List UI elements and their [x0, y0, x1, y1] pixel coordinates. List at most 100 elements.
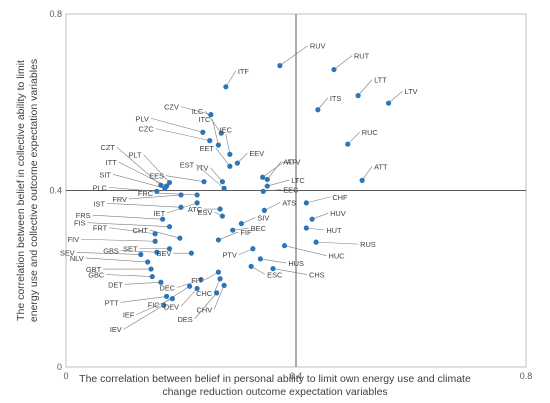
- leader-line: [165, 175, 205, 182]
- point-label: ESV: [198, 208, 213, 217]
- data-point: [154, 188, 160, 194]
- data-point: [260, 174, 266, 180]
- point-label: EET: [200, 144, 215, 153]
- data-point: [230, 227, 236, 233]
- point-label: DEV: [164, 302, 179, 311]
- leader-line: [316, 241, 359, 245]
- point-label: IST: [94, 199, 106, 208]
- leader-line: [150, 117, 203, 133]
- data-point: [152, 231, 158, 237]
- leader-line: [123, 304, 164, 330]
- leader-line: [232, 227, 249, 231]
- point-label: CZC: [139, 125, 155, 134]
- point-label: FIV: [68, 235, 80, 244]
- data-point: [359, 177, 365, 183]
- data-point: [194, 285, 200, 292]
- point-label: EST: [180, 160, 195, 169]
- leader-line: [311, 212, 329, 220]
- data-point: [218, 130, 224, 136]
- data-point: [331, 66, 337, 73]
- data-point: [385, 100, 392, 106]
- point-label: PLV: [135, 114, 148, 123]
- data-point: [145, 259, 151, 265]
- point-label: HUC: [329, 252, 346, 261]
- leader-line: [128, 194, 182, 200]
- point-label: HUV: [330, 209, 346, 218]
- leader-line: [272, 268, 308, 275]
- data-point: [219, 213, 225, 219]
- point-label: DEC: [160, 284, 176, 293]
- point-label: IEC: [220, 125, 233, 134]
- point-label: FIF: [240, 228, 252, 237]
- leader-line: [212, 118, 219, 146]
- data-point: [178, 192, 184, 198]
- leader-line: [109, 227, 156, 235]
- data-point: [248, 263, 254, 269]
- data-point: [215, 269, 221, 275]
- data-point: [208, 112, 214, 118]
- leader-line: [143, 154, 170, 183]
- data-point: [238, 220, 244, 227]
- data-point: [303, 225, 309, 231]
- point-label: FIT: [191, 276, 203, 285]
- data-point: [158, 279, 164, 285]
- leader-line: [218, 231, 239, 241]
- leader-line: [180, 106, 211, 115]
- leader-line: [361, 166, 373, 181]
- x-axis-title: change reduction outcome expectation var…: [162, 386, 387, 398]
- point-label: ESC: [267, 270, 283, 279]
- x-axis-title: The correlation between belief in person…: [79, 373, 471, 385]
- point-label: CHS: [309, 271, 325, 280]
- point-label: BEV: [157, 249, 172, 258]
- point-label: IEF: [123, 311, 135, 320]
- tick-labels: 0 0.4 0.8 0 0.4 0.8: [49, 9, 532, 381]
- leader-line: [76, 252, 141, 255]
- point-label: PTV: [223, 251, 237, 260]
- data-point: [219, 179, 225, 185]
- data-point: [187, 283, 193, 289]
- data-point: [161, 302, 167, 308]
- point-label: IEV: [110, 325, 122, 334]
- data-point: [201, 179, 207, 185]
- data-point: [264, 176, 270, 183]
- point-label: FRT: [93, 224, 108, 233]
- data-point: [257, 256, 263, 262]
- point-label: RUT: [354, 52, 370, 61]
- leader-line: [225, 134, 231, 155]
- leader-line: [108, 187, 157, 192]
- leader-line: [106, 274, 153, 277]
- leader-line: [116, 146, 162, 186]
- point-label: DES: [177, 315, 192, 324]
- point-label: SEV: [60, 248, 75, 257]
- data-point: [166, 224, 173, 230]
- data-point: [154, 249, 160, 255]
- leader-line: [262, 161, 285, 178]
- data-point: [303, 200, 309, 206]
- point-label: BEC: [251, 224, 267, 233]
- point-label: CZV: [164, 103, 179, 112]
- leader-line: [204, 271, 219, 281]
- data-point: [234, 160, 240, 166]
- data-points: [138, 63, 392, 308]
- leader-line: [120, 249, 157, 253]
- data-point: [223, 84, 229, 90]
- leader-line: [85, 257, 148, 263]
- point-label: CHV: [197, 305, 213, 314]
- data-point: [221, 282, 227, 288]
- leader-line: [264, 202, 281, 211]
- data-point: [158, 182, 164, 188]
- data-point: [198, 277, 204, 283]
- y-axis-title: energy use and collective outcome expect…: [28, 59, 40, 322]
- point-label: LTV: [405, 87, 418, 96]
- point-label: GBT: [86, 265, 102, 274]
- point-label: PLT: [128, 151, 141, 160]
- point-label: NLV: [70, 254, 84, 263]
- leader-line: [195, 164, 225, 189]
- leader-line: [357, 79, 373, 96]
- data-point: [217, 276, 223, 282]
- data-point: [162, 185, 168, 191]
- leader-line: [87, 222, 170, 227]
